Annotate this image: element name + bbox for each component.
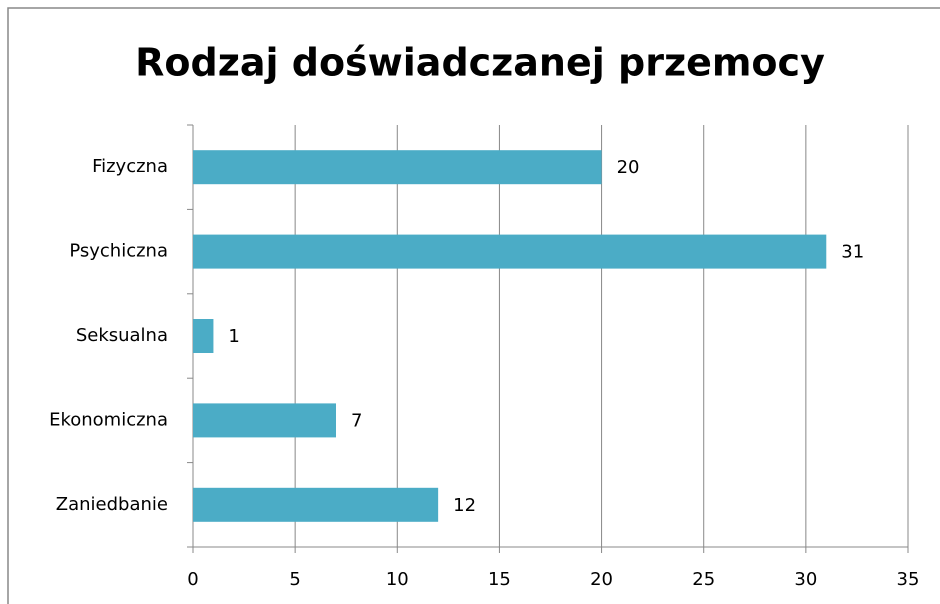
x-tick-label: 15 [488,569,511,590]
x-tick-label: 10 [386,569,409,590]
y-tick-label: Psychiczna [69,241,168,262]
chart-border [7,7,940,604]
x-tick-label: 5 [289,569,300,590]
bar [193,150,602,185]
x-tick-label: 30 [794,569,817,590]
y-tick-label: Seksualna [76,325,168,346]
y-tick-label: Fizyczna [92,156,168,177]
bar [193,403,336,438]
x-tick-label: 20 [590,569,613,590]
bar [193,487,439,522]
data-label: 31 [841,242,864,263]
x-tick-label: 35 [897,569,920,590]
data-label: 20 [617,157,640,178]
x-tick-label: 0 [187,569,198,590]
data-label: 12 [453,495,476,516]
x-tick-label: 25 [692,569,715,590]
data-label: 7 [351,410,362,431]
data-label: 1 [228,326,239,347]
y-tick-label: Zaniedbanie [56,494,168,515]
y-tick-label: Ekonomiczna [49,409,168,430]
bar [193,234,827,269]
bar [193,319,214,353]
chart-title: Rodzaj doświadczanej przemocy [135,41,825,85]
